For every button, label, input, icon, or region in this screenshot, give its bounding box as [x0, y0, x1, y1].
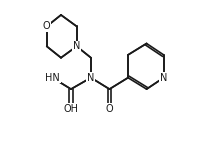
Text: N: N — [73, 41, 80, 51]
Text: N: N — [160, 73, 167, 83]
Text: O: O — [106, 104, 113, 114]
Text: N: N — [87, 73, 95, 83]
Text: O: O — [43, 21, 51, 31]
Text: OH: OH — [63, 104, 78, 114]
Text: HN: HN — [45, 73, 60, 83]
